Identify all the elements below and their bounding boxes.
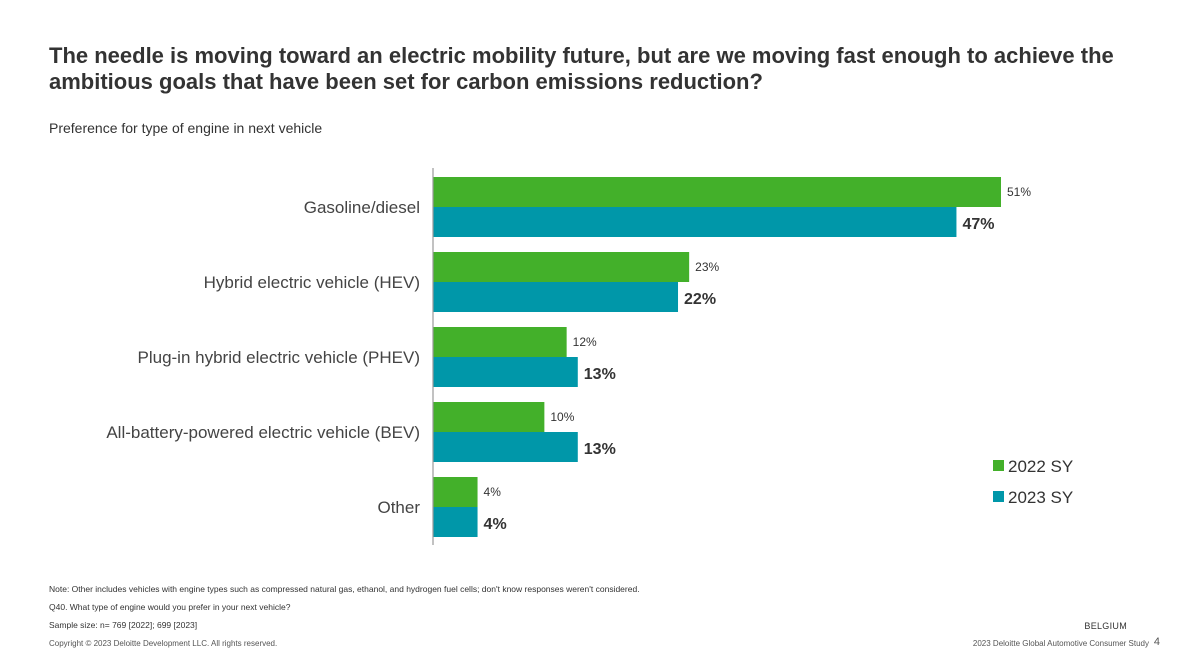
copyright: Copyright © 2023 Deloitte Development LL… bbox=[49, 639, 278, 648]
study-name: 2023 Deloitte Global Automotive Consumer… bbox=[972, 639, 1149, 648]
data-label-2022: 4% bbox=[484, 485, 502, 499]
legend-swatch-2022 bbox=[993, 460, 1004, 471]
category-label: Gasoline/diesel bbox=[304, 198, 420, 217]
legend-swatch-2023 bbox=[993, 491, 1004, 502]
bar-2022 bbox=[433, 327, 567, 357]
survey-question: Q40. What type of engine would you prefe… bbox=[49, 602, 291, 612]
data-label-2023: 47% bbox=[962, 216, 994, 233]
bar-2023 bbox=[433, 207, 957, 237]
legend-label-2022: 2022 SY bbox=[1008, 457, 1073, 476]
page-number: 4 bbox=[1153, 636, 1160, 648]
bar-2023 bbox=[433, 507, 478, 537]
data-label-2023: 13% bbox=[584, 441, 616, 458]
category-label: Other bbox=[377, 498, 420, 517]
chart-subtitle: Preference for type of engine in next ve… bbox=[49, 120, 323, 136]
data-label-2023: 4% bbox=[484, 516, 507, 533]
page-title: The needle is moving toward an electric … bbox=[49, 43, 1114, 94]
bar-2022 bbox=[433, 252, 690, 282]
country-label: BELGIUM bbox=[1084, 621, 1127, 631]
bar-2023 bbox=[433, 357, 578, 387]
data-label-2022: 23% bbox=[695, 260, 719, 274]
bar-2022 bbox=[433, 177, 1001, 207]
bar-2022 bbox=[433, 402, 545, 432]
category-label: Hybrid electric vehicle (HEV) bbox=[204, 273, 420, 292]
data-label-2022: 51% bbox=[1007, 185, 1031, 199]
data-label-2023: 13% bbox=[584, 366, 616, 383]
chart-note: Note: Other includes vehicles with engin… bbox=[49, 584, 640, 594]
bar-2023 bbox=[433, 282, 679, 312]
data-label-2022: 10% bbox=[550, 410, 574, 424]
bar-2023 bbox=[433, 432, 578, 462]
data-label-2023: 22% bbox=[684, 291, 716, 308]
category-label: Plug-in hybrid electric vehicle (PHEV) bbox=[138, 348, 421, 367]
category-label: All-battery-powered electric vehicle (BE… bbox=[106, 423, 420, 442]
sample-size: Sample size: n= 769 [2022]; 699 [2023] bbox=[49, 620, 198, 630]
data-label-2022: 12% bbox=[573, 335, 597, 349]
legend-label-2023: 2023 SY bbox=[1008, 488, 1073, 507]
bar-2022 bbox=[433, 477, 478, 507]
